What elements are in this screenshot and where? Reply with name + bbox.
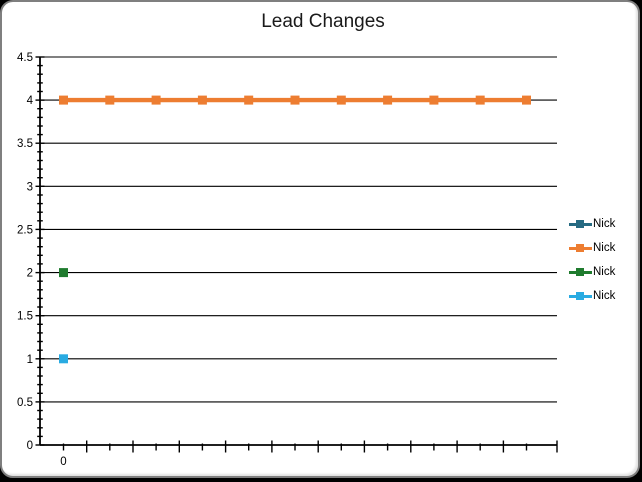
series-marker [59, 268, 68, 278]
series-marker [290, 95, 300, 105]
x-ticks [62, 440, 558, 453]
svg-text:0: 0 [60, 456, 66, 468]
legend-item[interactable]: Nick [569, 236, 641, 260]
chart-title: Lead Changes [261, 11, 385, 32]
series-marker [522, 95, 531, 105]
legend-marker-icon [569, 267, 592, 276]
series-marker [429, 95, 439, 105]
series-marker [105, 95, 115, 105]
legend-marker-icon [569, 291, 592, 300]
series-marker [475, 95, 485, 105]
series-marker [336, 95, 346, 105]
series-2 [59, 268, 68, 278]
series-marker [59, 95, 68, 105]
legend-label: Nick [593, 218, 616, 230]
legend-label: Nick [593, 266, 616, 278]
svg-text:4: 4 [27, 95, 34, 107]
legend-item[interactable]: Nick [569, 260, 641, 284]
series-1 [59, 95, 531, 105]
legend-item[interactable]: Nick [569, 212, 641, 236]
svg-text:1.5: 1.5 [17, 311, 33, 323]
y-tick-labels: 0 0.5 1 1.5 2 2.5 3 3.5 4 4.5 [17, 52, 34, 452]
x-tick-labels: 0 [60, 456, 66, 468]
series-marker [244, 95, 254, 105]
gridlines [40, 56, 557, 403]
svg-text:3: 3 [27, 181, 33, 193]
legend-label: Nick [593, 242, 616, 254]
series-marker [59, 354, 68, 364]
series-marker [151, 95, 161, 105]
legend-item[interactable]: Nick [569, 284, 641, 308]
legend-marker-icon [569, 219, 592, 228]
svg-text:2: 2 [27, 268, 33, 280]
svg-text:0: 0 [27, 440, 33, 452]
svg-text:4.5: 4.5 [17, 52, 33, 64]
legend: Nick Nick Nick Nick [569, 212, 641, 308]
y-ticks [35, 56, 45, 446]
svg-text:0.5: 0.5 [17, 397, 33, 409]
series-3 [59, 354, 68, 364]
axes [39, 57, 557, 446]
legend-label: Nick [593, 290, 616, 302]
series-marker [197, 95, 207, 105]
svg-text:1: 1 [27, 354, 33, 366]
svg-text:3.5: 3.5 [17, 138, 33, 150]
legend-marker-icon [569, 243, 592, 252]
svg-text:2.5: 2.5 [17, 224, 33, 236]
series-marker [383, 95, 393, 105]
